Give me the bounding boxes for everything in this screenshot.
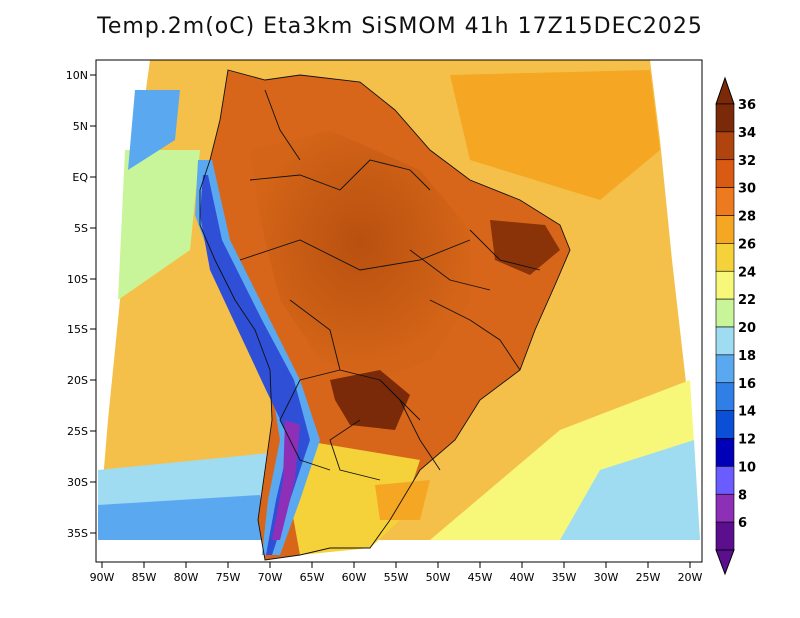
lon-axis: 90W 85W 80W 75W 70W 65W 60W 55W 50W 45W …: [90, 562, 703, 584]
lat-label: 20S: [67, 374, 88, 387]
atlantic-east-warm: [450, 70, 660, 200]
lon-label: 35W: [552, 571, 577, 584]
lon-label: 45W: [468, 571, 493, 584]
colorbar-swatch: [715, 298, 735, 328]
lon-label: 40W: [510, 571, 535, 584]
colorbar-swatch: [715, 131, 735, 161]
colorbar-swatch: [715, 159, 735, 188]
colorbar-swatch: [715, 410, 735, 439]
lat-label: 25S: [67, 425, 88, 438]
lat-label: 10S: [67, 273, 88, 286]
colorbar-label: 26: [738, 237, 756, 252]
lon-label: 80W: [174, 571, 199, 584]
hot-interior: [250, 130, 470, 380]
colorbar-swatch: [715, 521, 735, 551]
colorbar-label: 16: [738, 377, 756, 392]
lat-label: 5N: [73, 120, 88, 133]
lon-label: 90W: [90, 571, 115, 584]
plot-border: [95, 59, 703, 563]
colorbar-label: 12: [738, 433, 756, 448]
andes-peaks: [272, 420, 300, 540]
colorbar-swatch: [715, 354, 735, 384]
pacific-nw-cool: [128, 90, 180, 170]
colorbar-swatch: [715, 215, 735, 244]
lat-label: 35S: [67, 527, 88, 540]
lon-label: 55W: [384, 571, 409, 584]
colorbar-swatch: [715, 493, 735, 523]
colorbar-swatch: [715, 466, 735, 495]
colorbar-swatch: [715, 270, 735, 300]
colorbar-label: 36: [738, 98, 756, 113]
lat-label: 5S: [74, 222, 88, 235]
lon-label: 65W: [300, 571, 325, 584]
lat-label: 15S: [67, 323, 88, 336]
colorbar-label: 32: [738, 154, 756, 169]
lon-label: 30W: [594, 571, 619, 584]
colorbar-label: 18: [738, 349, 756, 364]
lat-label: 30S: [67, 476, 88, 489]
lon-label: 25W: [636, 571, 661, 584]
colorbar-label: 6: [738, 516, 747, 531]
andes-core: [200, 175, 310, 555]
colorbar-label: 8: [738, 488, 747, 503]
colorbar-arrow-min: [715, 549, 735, 576]
map-title: Temp.2m(oC) Eta3km SiSMOM 41h 17Z15DEC20…: [97, 14, 703, 39]
colorbar-label: 10: [738, 460, 756, 475]
colorbar-label: 30: [738, 182, 756, 197]
colorbar-label: 20: [738, 321, 756, 336]
lat-label: 10N: [66, 69, 88, 82]
colorbar-swatch: [715, 243, 735, 272]
atlantic-south-cooler: [560, 440, 700, 540]
colorbar-swatch: [715, 382, 735, 411]
colorbar-label: 24: [738, 265, 756, 280]
lon-label: 75W: [216, 571, 241, 584]
lon-label: 70W: [258, 571, 283, 584]
southern-cone: [290, 440, 420, 555]
hottest-core-pantanal: [330, 370, 410, 430]
lon-label: 60W: [342, 571, 367, 584]
colorbar-swatch: [715, 103, 735, 133]
lon-label: 50W: [426, 571, 451, 584]
pacific-north-cool: [118, 150, 200, 300]
colorbar-swatch: [715, 326, 735, 356]
colorbar-label: 14: [738, 405, 756, 420]
ocean-south-cool-2: [98, 495, 270, 540]
colorbar-swatch: [715, 438, 735, 467]
lat-label: EQ: [72, 171, 88, 184]
country-borders: [199, 69, 571, 561]
lon-label: 20W: [678, 571, 703, 584]
colorbar-label: 34: [738, 126, 756, 141]
lon-label: 85W: [132, 571, 157, 584]
colorbar-arrow-max: [715, 76, 735, 105]
colorbar-label: 28: [738, 210, 756, 225]
colorbar-label: 22: [738, 293, 756, 308]
lat-axis: 10N 5N EQ 5S 10S 15S 20S 25S 30S 35S: [66, 69, 96, 540]
colorbar-swatch: [715, 187, 735, 216]
hottest-core-northeast: [490, 220, 560, 275]
colorbar: 36 34 32 30 28 26 24 22 20 18 16 14 12 10 8 6: [715, 76, 756, 576]
